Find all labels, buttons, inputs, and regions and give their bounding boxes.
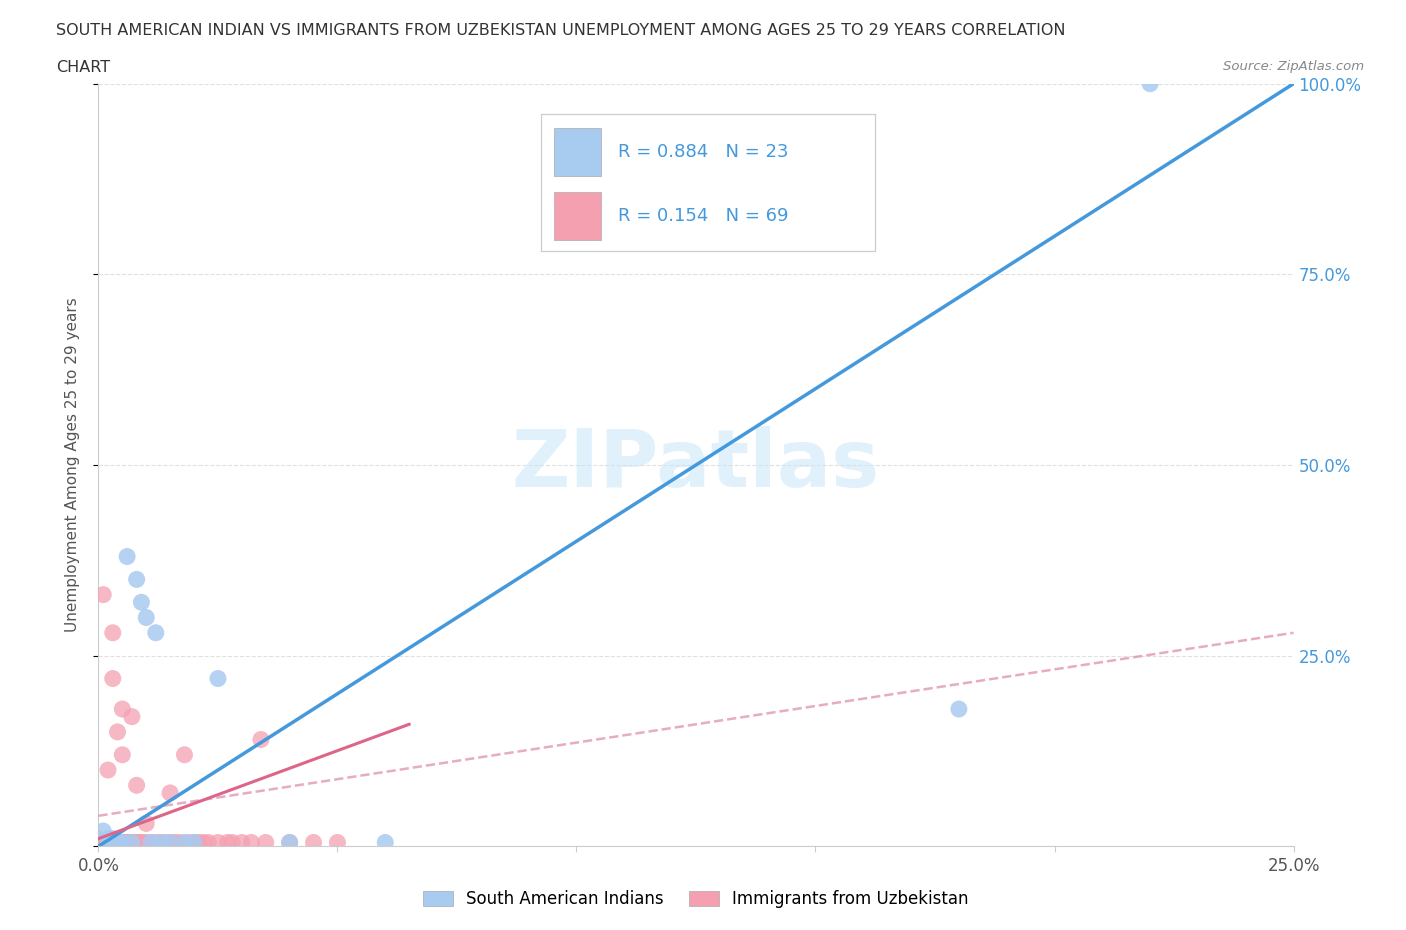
- Point: [107, 724, 129, 739]
- Point: [302, 835, 325, 850]
- Point: [155, 835, 177, 850]
- Point: [121, 835, 143, 850]
- Point: [1139, 76, 1161, 91]
- Text: CHART: CHART: [56, 60, 110, 75]
- Point: [111, 835, 134, 850]
- Point: [101, 835, 124, 850]
- Point: [121, 835, 143, 850]
- Point: [87, 835, 110, 850]
- Text: SOUTH AMERICAN INDIAN VS IMMIGRANTS FROM UZBEKISTAN UNEMPLOYMENT AMONG AGES 25 T: SOUTH AMERICAN INDIAN VS IMMIGRANTS FROM…: [56, 23, 1066, 38]
- Point: [121, 835, 143, 850]
- Point: [91, 824, 114, 839]
- Point: [101, 625, 124, 640]
- Point: [97, 763, 120, 777]
- Point: [183, 835, 205, 850]
- Point: [91, 835, 114, 850]
- Point: [278, 835, 301, 850]
- Point: [125, 777, 148, 792]
- Point: [374, 835, 396, 850]
- Point: [115, 835, 138, 850]
- Point: [197, 835, 219, 850]
- Point: [221, 835, 243, 850]
- Point: [159, 835, 181, 850]
- Point: [163, 835, 186, 850]
- Point: [91, 835, 114, 850]
- Point: [101, 835, 124, 850]
- Point: [183, 835, 205, 850]
- Point: [125, 835, 148, 850]
- Point: [139, 835, 162, 850]
- Point: [135, 835, 157, 850]
- Point: [97, 835, 120, 850]
- Point: [149, 835, 172, 850]
- Point: [101, 835, 124, 850]
- Point: [135, 816, 157, 830]
- Point: [173, 748, 195, 763]
- Point: [145, 835, 167, 850]
- Point: [326, 835, 349, 850]
- Point: [107, 835, 129, 850]
- Point: [97, 835, 120, 850]
- Point: [125, 572, 148, 587]
- Point: [179, 835, 201, 850]
- Point: [254, 835, 277, 850]
- Point: [111, 835, 134, 850]
- Point: [131, 595, 153, 610]
- Y-axis label: Unemployment Among Ages 25 to 29 years: Unemployment Among Ages 25 to 29 years: [65, 298, 80, 632]
- Point: [97, 835, 120, 850]
- Point: [97, 835, 120, 850]
- Point: [111, 835, 134, 850]
- Point: [111, 835, 134, 850]
- Point: [111, 835, 134, 850]
- Point: [107, 835, 129, 850]
- Point: [187, 835, 209, 850]
- Point: [131, 835, 153, 850]
- Point: [207, 835, 229, 850]
- Point: [121, 835, 143, 850]
- Point: [101, 835, 124, 850]
- Point: [107, 835, 129, 850]
- Point: [101, 831, 124, 846]
- Point: [125, 835, 148, 850]
- Text: Source: ZipAtlas.com: Source: ZipAtlas.com: [1223, 60, 1364, 73]
- Point: [278, 835, 301, 850]
- Point: [115, 549, 138, 564]
- Point: [115, 835, 138, 850]
- Point: [173, 835, 195, 850]
- Point: [91, 587, 114, 602]
- Point: [145, 625, 167, 640]
- Point: [159, 786, 181, 801]
- Point: [115, 835, 138, 850]
- Point: [207, 671, 229, 686]
- Point: [139, 835, 162, 850]
- Point: [169, 835, 191, 850]
- Point: [217, 835, 239, 850]
- Point: [121, 835, 143, 850]
- Point: [149, 835, 172, 850]
- Point: [135, 610, 157, 625]
- Point: [111, 835, 134, 850]
- Point: [87, 831, 110, 846]
- Point: [91, 835, 114, 850]
- Text: ZIPatlas: ZIPatlas: [512, 426, 880, 504]
- Point: [131, 835, 153, 850]
- Point: [948, 701, 970, 716]
- Point: [111, 701, 134, 716]
- Point: [115, 835, 138, 850]
- Point: [91, 835, 114, 850]
- Point: [107, 835, 129, 850]
- Point: [193, 835, 215, 850]
- Point: [111, 748, 134, 763]
- Point: [107, 835, 129, 850]
- Point: [250, 732, 273, 747]
- Legend: South American Indians, Immigrants from Uzbekistan: South American Indians, Immigrants from …: [416, 884, 976, 915]
- Point: [121, 710, 143, 724]
- Point: [101, 835, 124, 850]
- Point: [240, 835, 263, 850]
- Point: [231, 835, 253, 850]
- Point: [101, 671, 124, 686]
- Point: [159, 835, 181, 850]
- Point: [97, 831, 120, 846]
